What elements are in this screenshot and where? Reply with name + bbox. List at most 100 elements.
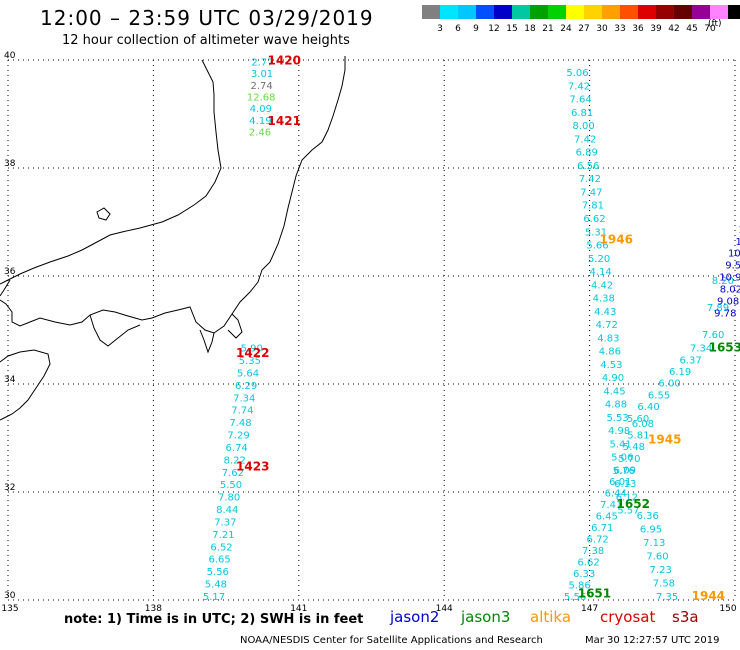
wave-height-value: 4.09 [250, 104, 272, 115]
wave-height-value: 6.40 [637, 402, 659, 413]
credit-line: NOAA/NESDIS Center for Satellite Applica… [240, 635, 543, 646]
wave-height-value: 4.43 [594, 307, 616, 318]
wave-height-value: 6.00 [658, 379, 680, 390]
scale-swatch [692, 5, 710, 19]
scale-swatch [674, 5, 692, 19]
legend-item-altika: altika [530, 608, 572, 626]
color-scale-unit: (ft) [708, 19, 722, 29]
scale-label: 30 [596, 24, 608, 34]
legend-note: note: 1) Time is in UTC; 2) SWH is in fe… [64, 612, 364, 627]
x-tick-label: 135 [1, 604, 18, 614]
scale-swatch [458, 5, 476, 19]
izu-peninsula [199, 329, 215, 354]
wave-height-value: 7.23 [650, 565, 672, 576]
wave-height-value: 7.38 [582, 546, 604, 557]
scale-label: 21 [542, 24, 554, 34]
wave-height-value: 6.55 [648, 390, 670, 401]
y-tick-label: 40 [4, 51, 16, 61]
legend-item-cryosat: cryosat [600, 608, 656, 626]
wave-height-value: 6.29 [235, 381, 257, 392]
wave-height-value: 11 [736, 237, 740, 248]
wave-height-value: 7.48 [229, 418, 251, 429]
wave-height-value: 8.02 [720, 285, 740, 296]
time-label: 1944 [692, 589, 725, 603]
time-label: 1653 [709, 341, 740, 355]
noto-peninsula [0, 279, 11, 297]
wave-height-value: 7.42 [579, 174, 601, 185]
legend-item-s3a: s3a [672, 608, 699, 626]
wave-height-value: 7.37 [214, 517, 236, 528]
scale-swatch [422, 5, 440, 19]
wave-height-value: 5.48 [205, 580, 227, 591]
generation-timestamp: Mar 30 12:27:57 UTC 2019 [585, 635, 720, 646]
y-tick-label: 34 [4, 375, 16, 385]
wave-height-value: 8.44 [216, 505, 238, 516]
scale-label: 15 [506, 24, 518, 34]
scale-label: 39 [650, 24, 662, 34]
wave-height-value: 7.47 [580, 187, 602, 198]
wave-height-value: 4.14 [589, 267, 611, 278]
wave-height-value: 6.81 [571, 108, 593, 119]
scale-swatch [620, 5, 638, 19]
wave-height-value: 6.33 [573, 569, 595, 580]
wave-height-value: 7.34 [233, 393, 255, 404]
scale-label: 33 [614, 24, 626, 34]
wave-height-value: 5.48 [623, 442, 645, 453]
wave-height-value: 7.42 [568, 81, 590, 92]
wave-height-value: 5.57 [617, 506, 639, 517]
honshu-coast [0, 56, 346, 334]
wave-height-value: 4.53 [600, 360, 622, 371]
wave-height-value: 10.91 [719, 273, 740, 284]
wave-height-value: 6.71 [591, 523, 613, 534]
scale-label: 27 [578, 24, 590, 34]
wave-height-value: 9.56 [725, 261, 740, 272]
chart-title: 12:00 – 23:59 UTC 03/29/2019 [40, 6, 374, 30]
wave-height-value: 6.72 [587, 534, 609, 545]
wave-height-value: 7.89 [707, 303, 729, 314]
wave-height-value: 5.56 [207, 567, 229, 578]
y-tick-label: 36 [4, 267, 16, 277]
scale-label: 42 [668, 24, 680, 34]
wave-height-value: 6.09 [614, 465, 636, 476]
wave-height-value: 11 [738, 225, 740, 236]
wave-height-value: 7.29 [227, 431, 249, 442]
legend-item-jason2: jason2 [390, 608, 440, 626]
wave-height-value: 7.58 [653, 579, 675, 590]
wave-height-value: 5.31 [585, 227, 607, 238]
wave-height-value: 5.60 [627, 414, 649, 425]
legend-item-jason3: jason3 [461, 608, 511, 626]
time-label: 1421 [268, 114, 301, 128]
wave-height-value: 5.81 [627, 431, 649, 442]
wave-height-value: 5.64 [237, 368, 259, 379]
wave-height-value: 6.45 [596, 511, 618, 522]
time-label: 1422 [236, 346, 269, 360]
wave-height-value: 8.00 [573, 121, 595, 132]
wave-height-value: 5.70 [618, 454, 640, 465]
scale-swatch [476, 5, 494, 19]
wave-height-value: 4.86 [599, 347, 621, 358]
time-label: 1423 [236, 459, 269, 473]
wave-height-value: 7.42 [574, 134, 596, 145]
wave-height-value: 7.81 [582, 201, 604, 212]
time-label: 1420 [268, 53, 301, 67]
time-label: 1652 [617, 497, 650, 511]
wave-height-value: 5.50 [220, 480, 242, 491]
wave-height-value: 5.53 [606, 413, 628, 424]
altimeter-tracks: 2.773.012.7412.684.094.192.465.905.355.6… [203, 53, 740, 603]
scale-swatch [548, 5, 566, 19]
wave-height-value: 2.74 [251, 81, 273, 92]
wave-height-value: 6.65 [209, 555, 231, 566]
scale-label: 45 [686, 24, 698, 34]
wave-height-value: 5.35 [239, 356, 261, 367]
scale-swatch [512, 5, 530, 19]
wave-height-value: 3.01 [251, 69, 273, 80]
wave-height-value: 7.62 [222, 468, 244, 479]
wave-height-value: 7.35 [656, 592, 678, 603]
wave-height-value: 6.01 [609, 477, 631, 488]
wave-height-value: 6.08 [632, 419, 654, 430]
wave-height-value: 5.06 [611, 453, 633, 464]
wave-height-value: 6.74 [226, 443, 248, 454]
wave-height-value: 9.08 [717, 297, 739, 308]
wave-height-value: 4.38 [593, 294, 615, 305]
